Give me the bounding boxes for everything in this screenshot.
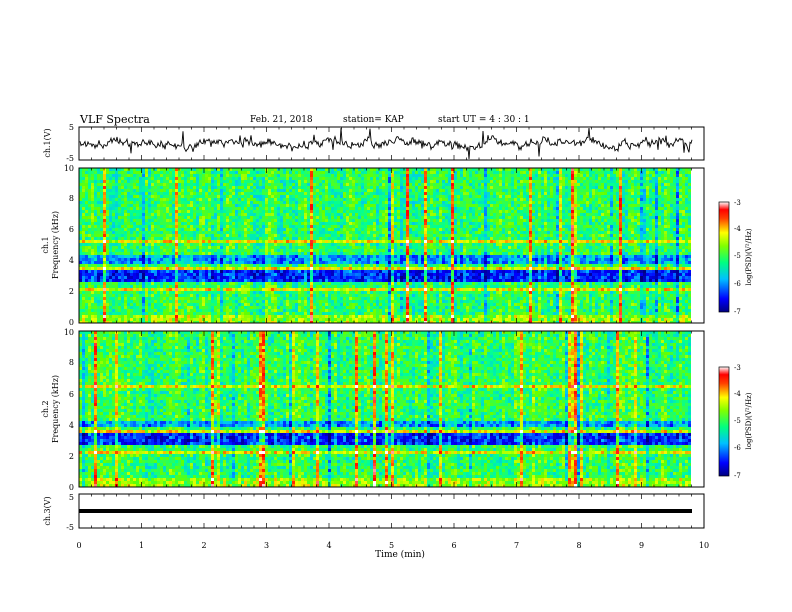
ch3-ytick-bottom: -5	[66, 523, 74, 532]
x-axis-label: Time (min)	[375, 549, 425, 560]
xtick-7: 7	[514, 541, 519, 550]
colorbar-ch2: -3 -4 -5 -6 -7 log(PSD)(V²/Hz)	[718, 364, 753, 480]
colorbar-ch1: -3 -4 -5 -6 -7 log(PSD)(V²/Hz)	[718, 199, 753, 316]
spec2-ylabel-channel: ch.2	[41, 400, 50, 417]
colorbar-ch1-label: log(PSD)(V²/Hz)	[745, 228, 753, 285]
spec1-ytick-6: 6	[69, 225, 74, 234]
ch1-ytick-top: 5	[69, 123, 74, 132]
ch3-ylabel: ch.3(V)	[43, 496, 52, 525]
spec1-ytick-10: 10	[64, 164, 74, 173]
cb1-tick-m6: -6	[734, 280, 741, 288]
xtick-5: 5	[389, 541, 394, 550]
spectrogram-ch1-image	[79, 168, 691, 323]
colorbar-ch2-gradient	[718, 366, 730, 477]
spec1-ytick-2: 2	[69, 287, 74, 296]
spec2-ytick-8: 8	[69, 358, 74, 367]
spectrogram-ch1-panel: 0 2 4 6 8 10 ch.1 Frequency (kHz)	[41, 164, 705, 327]
cb2-tick-m3: -3	[734, 364, 741, 372]
ch1-ytick-bottom: -5	[66, 154, 74, 163]
xtick-0: 0	[76, 541, 81, 550]
start-time-label: start UT = 4 : 30 : 1	[438, 115, 530, 125]
axis-ticks	[78, 127, 705, 528]
ch1-ylabel: ch.1(V)	[43, 128, 52, 157]
xtick-6: 6	[451, 541, 456, 550]
spec2-ytick-0: 0	[69, 483, 74, 492]
waveform-ch3-panel: 5 -5 ch.3(V)	[43, 493, 705, 532]
ch3-ytick-top: 5	[69, 493, 74, 502]
xtick-1: 1	[139, 541, 144, 550]
spec1-ytick-4: 4	[69, 256, 74, 265]
xtick-2: 2	[201, 541, 206, 550]
xtick-8: 8	[576, 541, 581, 550]
cb1-tick-m7: -7	[734, 308, 741, 316]
xtick-10: 10	[699, 541, 709, 550]
spec1-ytick-8: 8	[69, 194, 74, 203]
spec1-ytick-0: 0	[69, 318, 74, 327]
spec2-ylabel-frequency: Frequency (kHz)	[51, 375, 60, 443]
waveform-ch1-panel: 5 -5 ch.1(V)	[43, 123, 705, 163]
xtick-3: 3	[264, 541, 269, 550]
spectrogram-ch2-image	[79, 331, 691, 487]
cb2-tick-m7: -7	[734, 472, 741, 480]
spectrogram-ch2-panel: 0 2 4 6 8 10 ch.2 Frequency (kHz)	[41, 328, 705, 492]
colorbar-ch1-gradient	[718, 201, 730, 313]
spec1-ylabel-channel: ch.1	[41, 236, 50, 253]
xtick-9: 9	[639, 541, 644, 550]
xtick-4: 4	[326, 541, 331, 550]
date-label: Feb. 21, 2018	[250, 115, 313, 125]
spec1-ylabel-frequency: Frequency (kHz)	[51, 211, 60, 279]
figure-title: VLF Spectra	[79, 113, 150, 126]
cb2-tick-m6: -6	[734, 444, 741, 452]
cb1-tick-m4: -4	[734, 225, 741, 233]
spec2-ytick-2: 2	[69, 452, 74, 461]
waveform-ch1-line	[79, 127, 693, 160]
cb1-tick-m3: -3	[734, 199, 741, 207]
cb2-tick-m5: -5	[734, 417, 741, 425]
cb2-tick-m4: -4	[734, 390, 741, 398]
colorbar-ch2-label: log(PSD)(V²/Hz)	[745, 392, 753, 449]
station-label: station= KAP	[343, 115, 404, 125]
cb1-tick-m5: -5	[734, 252, 741, 260]
x-axis: 0 1 2 3 4 5 6 7 8 9 10 Time (min)	[76, 541, 709, 560]
spec2-ytick-4: 4	[69, 421, 74, 430]
spec2-ytick-6: 6	[69, 390, 74, 399]
spec2-ytick-10: 10	[64, 328, 74, 337]
